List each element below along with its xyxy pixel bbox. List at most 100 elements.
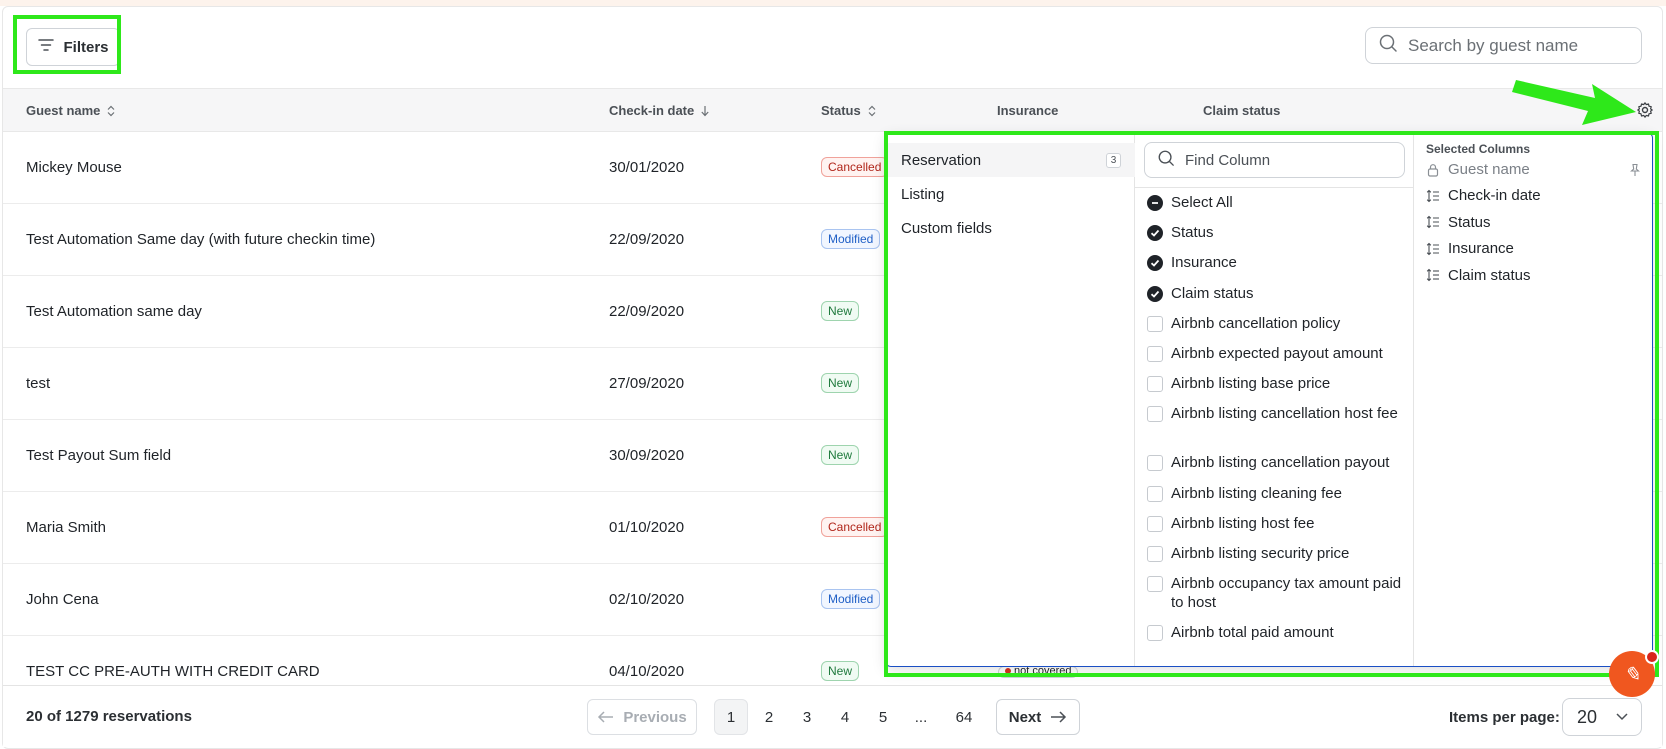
checkbox[interactable] xyxy=(1147,376,1163,393)
status-badge: New xyxy=(821,301,860,321)
header-insurance[interactable]: Insurance xyxy=(997,103,1059,118)
pagination-footer: 20 of 1279 reservations Previous 1 2 3 4 5..… xyxy=(3,685,1662,747)
column-option[interactable]: Claim status xyxy=(1147,284,1407,303)
items-per-page-select[interactable]: 20 xyxy=(1562,698,1642,736)
arrow-down-icon xyxy=(701,105,709,116)
checkbox[interactable] xyxy=(1147,485,1163,502)
next-button[interactable]: Next xyxy=(996,699,1080,735)
search-input[interactable] xyxy=(1408,35,1628,56)
filter-lines-icon xyxy=(37,36,55,58)
table-row[interactable]: Test Automation same day 22/09/2020 New xyxy=(3,276,1662,348)
checkin-date-cell: 04/10/2020 xyxy=(609,663,685,680)
table-row[interactable]: test 27/09/2020 New xyxy=(3,348,1662,420)
find-column-input[interactable] xyxy=(1185,151,1385,169)
checkin-date-cell: 01/10/2020 xyxy=(609,519,685,536)
table-row[interactable]: John Cena 02/10/2020 Modified xyxy=(3,564,1662,636)
checkbox[interactable] xyxy=(1147,255,1163,272)
guest-name-cell: Mickey Mouse xyxy=(26,159,122,176)
column-options: Select All Status Insurance Claim status Air… xyxy=(1135,133,1414,666)
page-number-button[interactable]: 2 xyxy=(764,708,774,726)
column-option[interactable]: Select All xyxy=(1147,193,1407,212)
checkbox[interactable] xyxy=(1147,406,1163,423)
selected-columns-title: Selected Columns xyxy=(1426,142,1531,156)
column-categories: Reservation 3 Listing Custom fields xyxy=(886,133,1135,666)
checkbox[interactable] xyxy=(1147,576,1163,593)
column-option[interactable]: Airbnb listing security price xyxy=(1147,544,1407,563)
selected-column[interactable]: Claim status xyxy=(1426,267,1646,284)
search-icon xyxy=(1378,33,1398,58)
filters-label: Filters xyxy=(63,38,109,56)
column-option[interactable]: Airbnb expected payout amount xyxy=(1147,344,1407,363)
selected-column-locked[interactable]: Guest name xyxy=(1426,161,1646,178)
page-number-button[interactable]: 5 xyxy=(878,708,888,726)
items-per-page-label: Items per page: xyxy=(1449,709,1560,726)
drag-handle-icon xyxy=(1426,216,1439,229)
drag-handle-icon xyxy=(1426,268,1439,282)
page-number-button[interactable]: 3 xyxy=(802,708,812,726)
status-badge: Modified xyxy=(821,589,881,609)
status-badge: New xyxy=(821,373,860,393)
checkbox[interactable] xyxy=(1147,195,1163,211)
column-option[interactable]: Airbnb listing host fee xyxy=(1147,514,1407,533)
checkbox[interactable] xyxy=(1147,515,1163,532)
notification-dot xyxy=(1645,650,1659,664)
header-guest-name[interactable]: Guest name xyxy=(26,103,116,118)
header-checkin-date[interactable]: Check-in date xyxy=(609,103,710,118)
selected-column[interactable]: Status xyxy=(1426,214,1646,231)
column-option[interactable]: Status xyxy=(1147,223,1407,242)
filters-button[interactable]: Filters xyxy=(26,28,120,66)
column-chooser-panel: Reservation 3 Listing Custom fields Sele… xyxy=(885,132,1653,667)
guest-search[interactable] xyxy=(1365,27,1642,64)
checkin-date-cell: 22/09/2020 xyxy=(609,231,685,248)
checkbox[interactable] xyxy=(1147,455,1163,472)
checkbox[interactable] xyxy=(1147,285,1163,302)
status-badge: Modified xyxy=(821,229,881,249)
column-option[interactable]: Airbnb listing cleaning fee xyxy=(1147,484,1407,503)
checkbox[interactable] xyxy=(1147,546,1163,562)
guest-name-cell: test xyxy=(26,375,51,392)
table-row[interactable]: Test Payout Sum field 30/09/2020 New xyxy=(3,420,1662,492)
lock-icon xyxy=(1427,163,1439,177)
category-custom-fields[interactable]: Custom fields xyxy=(901,219,992,237)
column-option[interactable]: Airbnb listing base price xyxy=(1147,374,1407,393)
chat-launcher-button[interactable]: ✎ xyxy=(1609,651,1655,697)
status-badge: Cancelled xyxy=(821,517,889,537)
guest-name-cell: TEST CC PRE-AUTH WITH CREDIT CARD xyxy=(26,663,320,680)
checkbox[interactable] xyxy=(1147,625,1163,642)
column-option[interactable]: Airbnb listing cancellation payout xyxy=(1147,453,1407,472)
table-row[interactable]: Mickey Mouse 30/01/2020 Cancelled xyxy=(3,132,1662,204)
category-listing[interactable]: Listing xyxy=(901,185,945,203)
drag-handle-icon xyxy=(1426,189,1439,203)
checkbox[interactable] xyxy=(1147,346,1163,362)
results-count: 20 of 1279 reservations xyxy=(26,708,192,725)
selected-column[interactable]: Insurance xyxy=(1426,240,1646,257)
page-number-button[interactable]: 1 xyxy=(714,699,748,735)
page-number-button[interactable]: 4 xyxy=(840,708,850,726)
previous-button[interactable]: Previous xyxy=(587,699,697,735)
annotation-arrow-icon xyxy=(1512,80,1636,125)
category-reservation[interactable]: Reservation 3 xyxy=(886,143,1135,177)
search-icon xyxy=(1157,149,1175,172)
selected-column[interactable]: Check-in date xyxy=(1426,187,1646,204)
column-option[interactable]: Airbnb cancellation policy xyxy=(1147,314,1407,333)
checkbox[interactable] xyxy=(1147,225,1163,242)
find-column-field[interactable] xyxy=(1144,142,1405,178)
guest-name-cell: Test Payout Sum field xyxy=(26,447,172,464)
table-row[interactable]: Test Automation Same day (with future ch… xyxy=(3,204,1662,276)
checkin-date-cell: 22/09/2020 xyxy=(609,303,685,320)
pin-icon[interactable] xyxy=(1628,163,1642,177)
sort-icon xyxy=(868,105,876,116)
page-number-button[interactable]: 64 xyxy=(955,708,973,726)
column-option[interactable]: Insurance xyxy=(1147,253,1407,272)
guest-name-cell: John Cena xyxy=(26,591,99,608)
checkin-date-cell: 27/09/2020 xyxy=(609,375,685,392)
sort-icon xyxy=(107,105,115,116)
gear-icon[interactable] xyxy=(1636,101,1654,119)
header-status[interactable]: Status xyxy=(821,103,877,118)
checkbox[interactable] xyxy=(1147,315,1163,332)
header-claim-status[interactable]: Claim status xyxy=(1203,103,1281,118)
column-option[interactable]: Airbnb occupancy tax amount paid to host xyxy=(1147,574,1407,612)
column-option[interactable]: Airbnb total paid amount xyxy=(1147,623,1407,642)
column-option[interactable]: Airbnb listing cancellation host fee xyxy=(1147,404,1407,423)
selected-columns: Selected Columns Guest name Check-in date… xyxy=(1414,133,1652,666)
